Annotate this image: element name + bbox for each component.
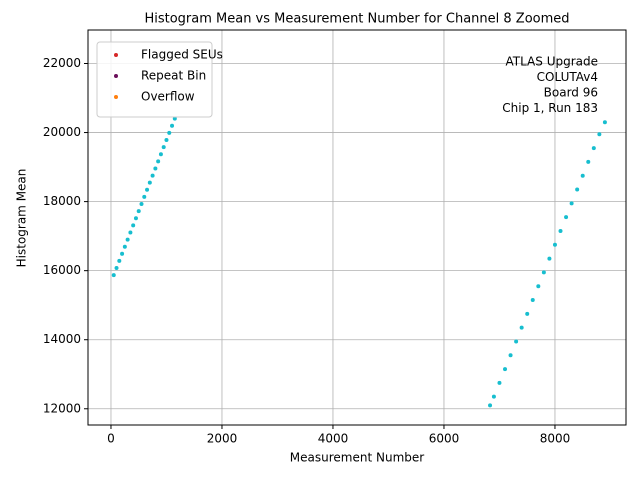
- point: [491, 394, 496, 399]
- point: [161, 145, 166, 150]
- point: [591, 146, 596, 151]
- point: [147, 180, 152, 185]
- y-tick-label: 14000: [43, 332, 81, 346]
- annotation: ATLAS Upgrade: [505, 55, 598, 69]
- point: [569, 201, 574, 206]
- annotation: COLUTAv4: [537, 70, 598, 84]
- y-tick-label: 22000: [43, 56, 81, 70]
- point: [158, 152, 163, 157]
- point: [541, 270, 546, 275]
- point: [508, 353, 513, 358]
- y-tick-label: 20000: [43, 125, 81, 139]
- point: [120, 251, 125, 256]
- point: [150, 173, 155, 178]
- point: [145, 187, 150, 192]
- legend-marker: [114, 53, 118, 57]
- point: [503, 367, 508, 372]
- point: [602, 120, 607, 125]
- y-tick-label: 16000: [43, 263, 81, 277]
- point: [133, 216, 138, 221]
- point: [164, 138, 169, 143]
- point: [519, 325, 524, 330]
- point: [530, 298, 535, 303]
- point: [156, 159, 161, 164]
- point: [170, 123, 175, 128]
- legend-marker: [114, 95, 118, 99]
- point: [514, 339, 519, 344]
- legend-label: Flagged SEUs: [141, 48, 223, 62]
- y-axis-label: Histogram Mean: [15, 169, 29, 268]
- point: [564, 215, 569, 220]
- x-axis-label: Measurement Number: [290, 451, 424, 465]
- chart-title: Histogram Mean vs Measurement Number for…: [144, 12, 569, 27]
- point: [128, 230, 133, 235]
- legend-box: [96, 41, 213, 118]
- point: [167, 130, 172, 135]
- y-tick-label: 18000: [43, 194, 81, 208]
- point: [575, 187, 580, 192]
- x-tick-label: 2000: [207, 432, 238, 446]
- annotation: Board 96: [544, 86, 598, 100]
- point: [536, 284, 541, 289]
- point: [552, 242, 557, 247]
- point: [111, 273, 116, 278]
- point: [172, 116, 177, 121]
- annotation: Chip 1, Run 183: [502, 101, 598, 115]
- legend-marker: [114, 74, 118, 78]
- point: [525, 311, 530, 316]
- point: [114, 266, 119, 271]
- x-tick-label: 4000: [318, 432, 349, 446]
- plot-frame: [87, 29, 627, 426]
- point: [558, 228, 563, 233]
- point: [136, 209, 141, 214]
- point: [153, 166, 158, 171]
- y-tick-label: 12000: [43, 401, 81, 415]
- point: [586, 159, 591, 164]
- x-tick-label: 8000: [540, 432, 571, 446]
- point: [142, 194, 147, 199]
- x-tick-label: 6000: [429, 432, 460, 446]
- point: [131, 223, 136, 228]
- legend-label: Repeat Bin: [141, 69, 206, 83]
- point: [597, 132, 602, 137]
- legend-label: Overflow: [141, 90, 195, 104]
- point: [580, 173, 585, 178]
- point: [488, 403, 493, 408]
- point: [139, 202, 144, 207]
- point: [122, 244, 127, 249]
- point: [125, 237, 130, 242]
- point: [497, 380, 502, 385]
- x-tick-label: 0: [107, 432, 115, 446]
- point: [117, 258, 122, 263]
- point: [547, 256, 552, 261]
